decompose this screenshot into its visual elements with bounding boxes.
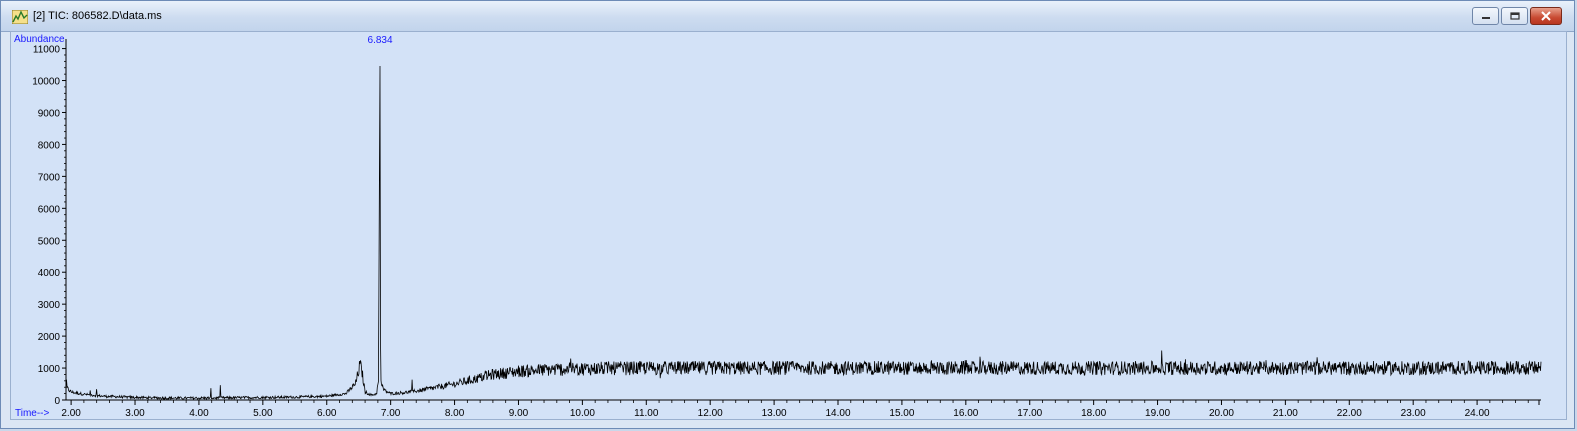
- y-tick-label: 7000: [38, 172, 61, 183]
- x-axis-label: Time-->: [15, 408, 50, 419]
- x-tick-label: 9.00: [509, 408, 529, 419]
- x-tick-label: 5.00: [253, 408, 273, 419]
- chromatogram-app-icon: [12, 10, 28, 24]
- tic-trace: [65, 65, 1542, 401]
- y-tick-label: 8000: [38, 140, 61, 151]
- x-tick-label: 22.00: [1337, 408, 1362, 419]
- y-tick-label: 2000: [38, 332, 61, 343]
- y-axis-label: Abundance: [14, 34, 65, 45]
- x-tick-label: 10.00: [570, 408, 595, 419]
- title-bar[interactable]: [2] TIC: 806582.D\data.ms: [1, 1, 1574, 32]
- y-tick-label: 0: [54, 396, 60, 407]
- x-tick-label: 16.00: [953, 408, 978, 419]
- x-tick-label: 24.00: [1465, 408, 1490, 419]
- x-tick-label: 14.00: [825, 408, 850, 419]
- chromatogram-plot[interactable]: 0 1000 2000 3000 4000 5000 6000 7000 8000 9000 100…: [10, 31, 1567, 420]
- x-axis-ticks: 2.00 3.00 4.00 5.00 6.00 7.00 8.00 9.00 10.00 11.…: [61, 400, 1540, 419]
- minimize-button[interactable]: [1472, 7, 1499, 25]
- x-tick-label: 2.00: [61, 408, 81, 419]
- x-tick-label: 23.00: [1401, 408, 1426, 419]
- peak-label: 6.834: [368, 35, 393, 46]
- close-icon: [1541, 11, 1551, 21]
- y-tick-label: 9000: [38, 108, 61, 119]
- y-tick-label: 5000: [38, 236, 61, 247]
- x-tick-label: 12.00: [698, 408, 723, 419]
- x-tick-label: 11.00: [634, 408, 659, 419]
- y-tick-label: 10000: [32, 77, 60, 88]
- x-tick-label: 21.00: [1273, 408, 1298, 419]
- y-tick-label: 1000: [38, 364, 61, 375]
- x-tick-label: 15.00: [889, 408, 914, 419]
- maximize-icon: [1509, 12, 1520, 20]
- x-tick-label: 3.00: [125, 408, 145, 419]
- y-tick-label: 3000: [38, 300, 61, 311]
- window-controls: [1472, 7, 1562, 25]
- window-title: [2] TIC: 806582.D\data.ms: [33, 10, 162, 22]
- close-button[interactable]: [1530, 7, 1562, 25]
- x-tick-label: 19.00: [1145, 408, 1170, 419]
- x-tick-label: 6.00: [317, 408, 337, 419]
- x-tick-label: 13.00: [762, 408, 787, 419]
- x-tick-label: 8.00: [445, 408, 465, 419]
- y-tick-label: 11000: [33, 45, 61, 56]
- x-tick-label: 4.00: [189, 408, 209, 419]
- x-tick-label: 18.00: [1081, 408, 1106, 419]
- x-tick-label: 20.00: [1209, 408, 1234, 419]
- axes: [65, 39, 1541, 401]
- y-tick-label: 4000: [38, 268, 61, 279]
- y-axis-ticks: 0 1000 2000 3000 4000 5000 6000 7000 8000 9000 100…: [32, 45, 66, 407]
- minimize-icon: [1481, 17, 1490, 19]
- x-tick-label: 7.00: [381, 408, 401, 419]
- y-tick-label: 6000: [38, 204, 61, 215]
- chromatogram-chart: 0 1000 2000 3000 4000 5000 6000 7000 8000 9000 100…: [14, 34, 1542, 419]
- x-tick-label: 17.00: [1017, 408, 1042, 419]
- maximize-button[interactable]: [1501, 7, 1528, 25]
